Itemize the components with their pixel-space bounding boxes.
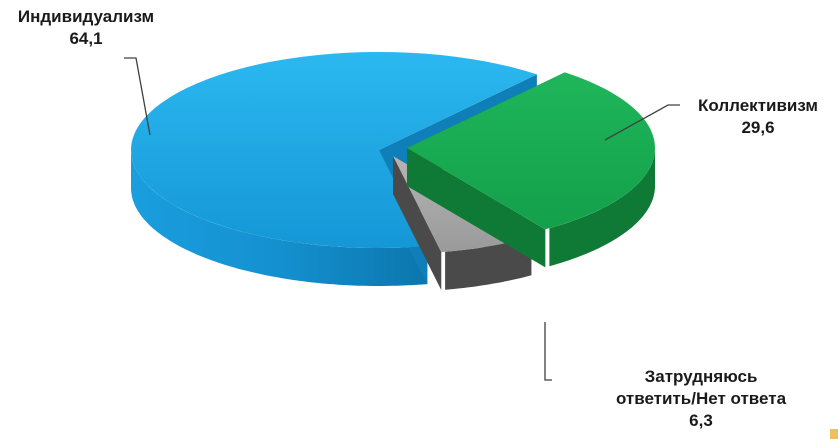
slice-individualism-top xyxy=(131,51,537,248)
label-collectivism-value: 29,6 xyxy=(741,118,775,137)
label-no-answer: Затрудняюсь ответить/Нет ответа 6,3 xyxy=(566,366,836,432)
label-no-answer-line2: ответить/Нет ответа xyxy=(615,389,787,408)
label-individualism-name: Индивидуализм xyxy=(17,7,155,26)
slice-individualism-side xyxy=(131,148,428,286)
leader-individualism xyxy=(124,57,151,136)
slice-collectivism-cut-1 xyxy=(407,148,546,268)
slice-collectivism xyxy=(407,72,655,268)
label-individualism: Индивидуализм 64,1 xyxy=(6,6,166,50)
label-individualism-value: 64,1 xyxy=(69,29,103,48)
label-no-answer-line1: Затрудняюсь xyxy=(644,367,758,386)
leader-collectivism xyxy=(604,104,680,141)
label-no-answer-value: 6,3 xyxy=(689,411,713,430)
corner-decoration xyxy=(830,429,838,439)
slice-collectivism-top xyxy=(407,72,655,230)
label-collectivism: Коллективизм 29,6 xyxy=(684,95,832,139)
slice-collectivism-side xyxy=(549,147,655,267)
label-collectivism-name: Коллективизм xyxy=(698,96,818,115)
slice-no-answer-cut-1 xyxy=(393,156,442,291)
leader-no-answer xyxy=(544,322,552,381)
